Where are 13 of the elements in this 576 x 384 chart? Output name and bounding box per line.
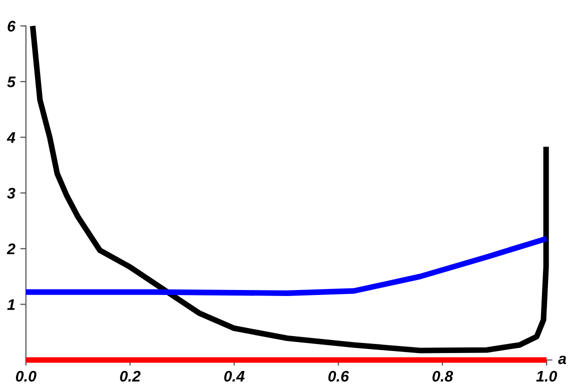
x-tick-label: 0.4 — [224, 370, 245, 382]
x-tick-label: 1.0 — [536, 370, 558, 382]
x-axis-title: a — [558, 356, 566, 364]
x-tick-label: 0.8 — [432, 370, 454, 382]
y-tick-label: 3 — [7, 188, 16, 199]
x-tick-label: 0.6 — [328, 370, 350, 382]
x-tick-label: 0.0 — [16, 370, 36, 382]
y-tick-label: 4 — [6, 132, 16, 143]
y-tick-label: 5 — [7, 76, 16, 88]
y-tick-label: 6 — [8, 20, 16, 32]
y-tick-label: 2 — [6, 244, 16, 254]
x-tick-label: 0.2 — [120, 370, 141, 382]
y-tick-label: 1 — [7, 299, 15, 310]
